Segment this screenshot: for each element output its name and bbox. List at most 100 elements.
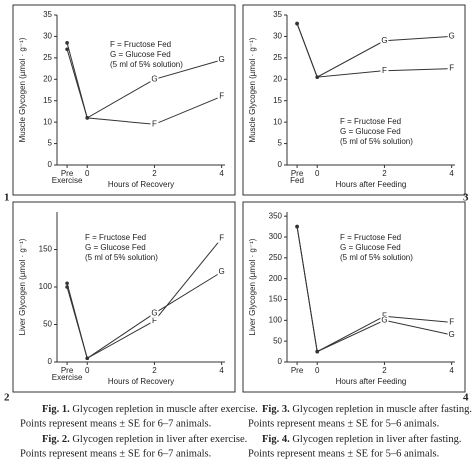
x-tick-label: Pre Fed	[290, 169, 304, 185]
x-tick-label: 0	[85, 366, 90, 375]
legend-text: F = Fructose Fed	[85, 233, 146, 242]
panel-frame	[242, 4, 466, 196]
point-letter: G	[219, 55, 225, 64]
caption-label: Fig. 3.	[262, 404, 290, 415]
point-letter: F	[219, 92, 224, 101]
series-line	[66, 42, 222, 119]
caption-text: Points represent means ± SE for 5–6 anim…	[248, 418, 439, 429]
y-tick-label: 20	[43, 74, 52, 83]
x-tick-label: 0	[85, 169, 90, 178]
x-tick-label: 2	[152, 366, 157, 375]
y-tick-label: 35	[43, 10, 52, 19]
y-tick-label: 25	[43, 53, 52, 62]
y-tick-label: 25	[273, 53, 282, 62]
caption: Fig. 1. Glycogen repletion in muscle aft…	[42, 404, 258, 415]
legend-text: G = Glucose Fed	[110, 50, 171, 59]
point	[65, 281, 69, 286]
x-tick-label: Pre Exercise	[52, 366, 83, 382]
y-tick-label: 20	[273, 74, 282, 83]
caption-text: Points represent means ± SE for 6–7 anim…	[20, 418, 211, 429]
legend-text: G = Glucose Fed	[85, 243, 146, 252]
point-letter: G	[381, 315, 387, 324]
point-bg	[447, 31, 456, 41]
point-letter: F	[449, 318, 454, 327]
series-line	[296, 226, 452, 353]
y-tick-label: 50	[43, 320, 52, 329]
point-letter: F	[382, 66, 387, 75]
legend-text: G = Glucose Fed	[340, 127, 401, 136]
y-tick-label: 50	[273, 336, 282, 345]
point-bg	[447, 317, 456, 327]
y-tick-label: 0	[48, 160, 53, 169]
caption: Fig. 3. Glycogen repletion in muscle aft…	[262, 404, 472, 415]
legend-text: (5 ml of 5% solution)	[340, 253, 413, 262]
y-axis-label: Muscle Glycogen (µmol · g⁻¹)	[248, 37, 257, 142]
point-bg	[150, 316, 159, 326]
x-axis-label: Hours after Feeding	[336, 377, 407, 386]
y-tick-label: 30	[43, 32, 52, 41]
y-tick-label: 350	[269, 211, 283, 220]
y-tick-label: 100	[269, 315, 283, 324]
point-bg	[380, 66, 389, 76]
point-letter: F	[152, 316, 157, 325]
point-letter: F	[152, 119, 157, 128]
y-tick-label: 35	[273, 10, 282, 19]
panel-frame	[242, 201, 466, 393]
point-letter: G	[381, 36, 387, 45]
point-letter: G	[151, 308, 157, 317]
point	[295, 224, 299, 229]
y-tick-label: 5	[278, 139, 283, 148]
y-tick-label: 150	[269, 295, 283, 304]
x-tick-label: Pre	[291, 366, 304, 375]
caption-text: Glycogen repletion in liver after fastin…	[292, 434, 461, 445]
point	[295, 21, 299, 26]
y-axis-label: Muscle Glycogen (µmol · g⁻¹)	[18, 37, 27, 142]
series-line	[296, 23, 452, 78]
point-bg	[150, 308, 159, 318]
y-tick-label: 10	[273, 117, 282, 126]
x-tick-label: Pre Exercise	[52, 169, 83, 185]
y-axis-label: Liver Glycogen (µmol · g⁻¹)	[18, 238, 27, 335]
y-tick-label: 0	[278, 160, 283, 169]
point-bg	[150, 119, 159, 129]
y-axis-label: Liver Glycogen (µmol · g⁻¹)	[248, 238, 257, 335]
point-bg	[447, 330, 456, 340]
y-tick-label: 10	[43, 117, 52, 126]
point	[65, 41, 69, 45]
y-tick-label: 15	[273, 96, 282, 105]
point-bg	[217, 267, 226, 277]
y-tick-label: 200	[269, 274, 283, 283]
panel-number: 2	[4, 392, 10, 404]
legend-text: (5 ml of 5% solution)	[340, 137, 413, 146]
x-axis-label: Hours of Recovery	[108, 180, 174, 189]
y-tick-label: 30	[273, 32, 282, 41]
x-tick-label: 4	[219, 169, 224, 178]
x-axis-label: Hours after Feeding	[336, 180, 407, 189]
point	[315, 349, 320, 354]
caption-text: Points represent means ± SE for 5–6 anim…	[248, 448, 439, 459]
series-line	[296, 23, 452, 78]
point-bg	[380, 315, 389, 325]
legend-text: (5 ml of 5% solution)	[110, 60, 183, 69]
caption-label: Fig. 1.	[42, 404, 70, 415]
caption-label: Fig. 2.	[42, 434, 70, 445]
panel-number: 1	[4, 192, 10, 204]
x-tick-label: 4	[219, 366, 224, 375]
panel-number: 3	[463, 192, 469, 204]
x-tick-label: 0	[315, 169, 320, 178]
point-letter: F	[449, 64, 454, 73]
caption-text: Points represent means ± SE for 6–7 anim…	[20, 448, 211, 459]
y-tick-label: 5	[48, 139, 53, 148]
caption-text: Glycogen repletion in liver after exerci…	[72, 434, 247, 445]
y-tick-label: 0	[48, 357, 53, 366]
caption-label: Fig. 4.	[262, 434, 290, 445]
legend-text: F = Fructose Fed	[340, 233, 401, 242]
point-bg	[217, 55, 226, 65]
point	[65, 47, 69, 52]
point	[85, 356, 90, 361]
x-axis-label: Hours of Recovery	[108, 377, 174, 386]
y-tick-label: 300	[269, 232, 283, 241]
x-tick-label: 2	[152, 169, 157, 178]
legend-text: (5 ml of 5% solution)	[85, 253, 158, 262]
